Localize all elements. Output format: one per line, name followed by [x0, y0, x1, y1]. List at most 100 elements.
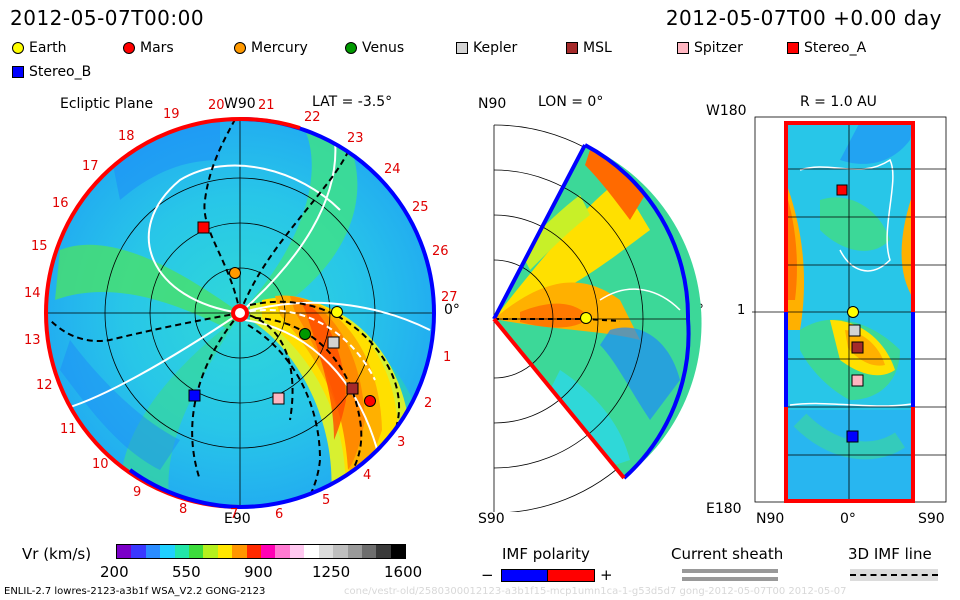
meridional-bottom-label: S90: [478, 511, 505, 527]
imf-line-swatch: [850, 569, 938, 581]
colorbar-label: Vr (km/s): [22, 545, 92, 563]
colorbar-segment: [390, 545, 406, 558]
tick-label: 5: [322, 493, 331, 508]
legend-item-mars: Mars: [123, 38, 174, 58]
legend-item-stereo-a: Stereo_A: [787, 38, 866, 58]
legend-item-spitzer: Spitzer: [677, 38, 743, 58]
legend-item-venus: Venus: [345, 38, 404, 58]
msl-marker: [346, 382, 359, 395]
stereo-a-marker-top: [197, 221, 210, 234]
tick-label: 7: [230, 507, 239, 522]
tick-label: 10: [92, 457, 109, 472]
earth-marker-meridional: [580, 312, 592, 324]
colorbar-segment: [318, 545, 334, 558]
current-sheath-label: Current sheath: [671, 545, 784, 563]
colorbar-segment: [232, 545, 247, 558]
tick-label: 19: [163, 107, 180, 122]
stereo-a-marker-icon: [787, 42, 799, 54]
ecliptic-title: Ecliptic Plane: [60, 96, 154, 112]
legend-label: Stereo_B: [29, 64, 92, 80]
legend-label: Stereo_A: [804, 40, 867, 56]
current-sheath-line: [682, 577, 778, 581]
radial-x-label-s90: S90: [918, 511, 945, 527]
imf-positive-swatch: [547, 569, 595, 582]
radial-top-left-label: W180: [706, 103, 747, 119]
colorbar-segment: [203, 545, 218, 558]
mercury-marker-icon: [234, 42, 246, 54]
tick-label: 17: [82, 159, 99, 174]
legend-label: Kepler: [473, 40, 518, 56]
colorbar-segment: [174, 545, 190, 558]
legend-label: MSL: [583, 40, 612, 56]
mercury-marker: [229, 267, 241, 279]
earth-marker: [331, 306, 343, 318]
mars-marker: [364, 395, 376, 407]
meridional-plot: [492, 124, 702, 512]
ecliptic-plot: [43, 116, 437, 509]
colorbar-tick: 1600: [384, 563, 423, 581]
tick-label: 1: [443, 350, 452, 365]
stereo-b-marker: [188, 389, 201, 402]
msl-marker-icon: [566, 42, 578, 54]
radial-title: R = 1.0 AU: [800, 94, 877, 110]
legend-label: Venus: [362, 40, 405, 56]
legend-item-kepler: Kepler: [456, 38, 517, 58]
colorbar-segment: [361, 545, 377, 558]
tick-label: 6: [275, 507, 284, 522]
ecliptic-lat-label: LAT = -3.5°: [312, 94, 393, 110]
run-id-watermark: cone/vestr-old/2580300012123-a3b1f15-mcp…: [344, 586, 847, 597]
ecliptic-bottom-label: E90: [224, 511, 251, 527]
legend-item-mercury: Mercury: [234, 38, 308, 58]
imf-plus-label: +: [600, 566, 613, 584]
current-sheath-line: [682, 569, 778, 573]
ecliptic-right-label: 0°: [444, 302, 460, 318]
colorbar-segment: [217, 545, 233, 558]
ecliptic-top-label: W90: [224, 96, 256, 112]
tick-label: 18: [118, 129, 135, 144]
tick-label: 15: [31, 239, 48, 254]
imf-negative-swatch: [501, 569, 549, 582]
tick-label: 8: [179, 502, 188, 517]
earth-marker-radial: [847, 306, 859, 318]
colorbar-segment: [261, 545, 276, 558]
tick-label: 11: [60, 422, 77, 437]
mars-marker-icon: [123, 42, 135, 54]
tick-label: 16: [52, 196, 69, 211]
radial-bottom-left-label: E180: [706, 501, 742, 517]
tick-label: 13: [24, 333, 41, 348]
tick-label: 24: [384, 162, 401, 177]
tick-label: 3: [397, 435, 406, 450]
colorbar-segment: [289, 545, 305, 558]
legend-label: Spitzer: [694, 40, 743, 56]
radial-plot: [752, 116, 947, 503]
colorbar-segment: [160, 545, 175, 558]
colorbar-segment: [347, 545, 362, 558]
tick-label: 14: [24, 286, 41, 301]
legend-item-earth: Earth: [12, 38, 67, 58]
colorbar-tick: 900: [244, 563, 273, 581]
earth-marker-icon: [12, 42, 24, 54]
colorbar: [116, 544, 406, 559]
tick-label: 4: [363, 468, 372, 483]
imf-polarity-label: IMF polarity: [502, 545, 590, 563]
tick-label: 26: [432, 244, 449, 259]
elapsed-time: 2012-05-07T00 +0.00 day: [665, 6, 942, 30]
colorbar-tick: 200: [100, 563, 129, 581]
radial-mid-label: 1: [737, 303, 746, 318]
stereo-a-marker-radial: [836, 184, 848, 196]
colorbar-segment: [145, 545, 161, 558]
spitzer-marker-radial: [851, 374, 864, 387]
model-version: ENLIL-2.7 lowres-2123-a3b1f WSA_V2.2 GON…: [4, 586, 266, 597]
colorbar-segment: [333, 545, 348, 558]
tick-label: 9: [133, 485, 142, 500]
tick-label: 25: [412, 200, 429, 215]
stereo-b-marker-icon: [12, 66, 24, 78]
kepler-marker-radial: [848, 324, 861, 337]
tick-label: 27: [441, 290, 458, 305]
colorbar-segment: [246, 545, 262, 558]
venus-marker: [299, 328, 311, 340]
legend-item-stereo-b: Stereo_B: [12, 62, 91, 82]
tick-label: 12: [36, 378, 53, 393]
legend-label: Earth: [29, 40, 67, 56]
tick-label: 2: [424, 396, 433, 411]
